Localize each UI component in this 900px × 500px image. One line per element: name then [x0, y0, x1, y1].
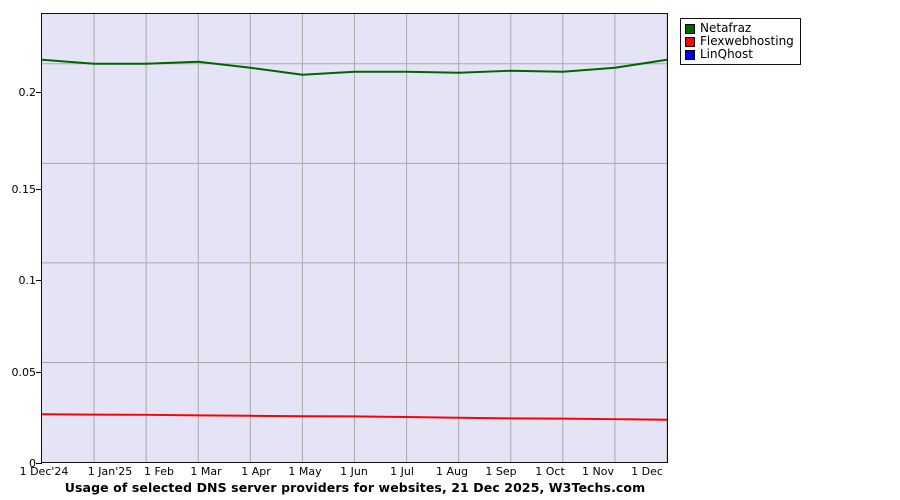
y-tick-label: 0.15 — [11, 183, 37, 196]
x-tick-label: 1 Jun — [340, 465, 368, 478]
legend-item: LinQhost — [685, 48, 794, 61]
series-line-flexwebhosting — [42, 413, 667, 421]
x-tick-label: 1 Jan'25 — [87, 465, 133, 478]
series-line-netafraz — [42, 58, 667, 76]
y-tick-mark — [36, 189, 42, 190]
legend-label: Netafraz — [700, 21, 752, 35]
y-axis: 0 0.05 0.1 0.15 0.2 — [0, 0, 42, 500]
x-tick-label: 1 Aug — [436, 465, 468, 478]
plot-canvas — [42, 14, 667, 462]
x-tick-label: 1 Dec'24 — [19, 465, 69, 478]
y-tick-label: 0.2 — [18, 86, 37, 99]
legend-item: Flexwebhosting — [685, 35, 794, 48]
chart-caption: Usage of selected DNS server providers f… — [0, 480, 900, 495]
legend-swatch-icon — [685, 23, 695, 34]
chart-caption-text: Usage of selected DNS server providers f… — [64, 480, 646, 495]
x-tick-label: 1 Mar — [190, 465, 222, 478]
x-tick-label: 1 Sep — [485, 465, 517, 478]
y-tick-label: 0 — [29, 457, 36, 470]
plot-area — [41, 13, 668, 463]
x-tick-label: 1 Feb — [144, 465, 174, 478]
y-tick-mark — [36, 372, 42, 373]
y-tick-mark — [36, 280, 42, 281]
chart-legend: Netafraz Flexwebhosting LinQhost — [680, 18, 801, 65]
legend-label: LinQhost — [700, 47, 753, 61]
y-tick-label: 0.05 — [11, 366, 37, 379]
x-tick-label: 1 Oct — [535, 465, 565, 478]
legend-swatch-icon — [685, 49, 695, 60]
y-tick-label: 0.1 — [18, 274, 37, 287]
legend-item: Netafraz — [685, 22, 794, 35]
y-tick-mark — [36, 463, 42, 464]
y-tick-mark — [36, 92, 42, 93]
legend-label: Flexwebhosting — [700, 34, 794, 48]
x-tick-label: 1 May — [288, 465, 322, 478]
legend-swatch-icon — [685, 36, 695, 47]
x-tick-label: 1 Jul — [390, 465, 414, 478]
x-tick-label: 1 Dec — [631, 465, 663, 478]
x-axis: 1 Dec'24 1 Jan'25 1 Feb 1 Mar 1 Apr 1 Ma… — [0, 466, 900, 482]
x-tick-label: 1 Nov — [582, 465, 614, 478]
x-tick-label: 1 Apr — [241, 465, 271, 478]
